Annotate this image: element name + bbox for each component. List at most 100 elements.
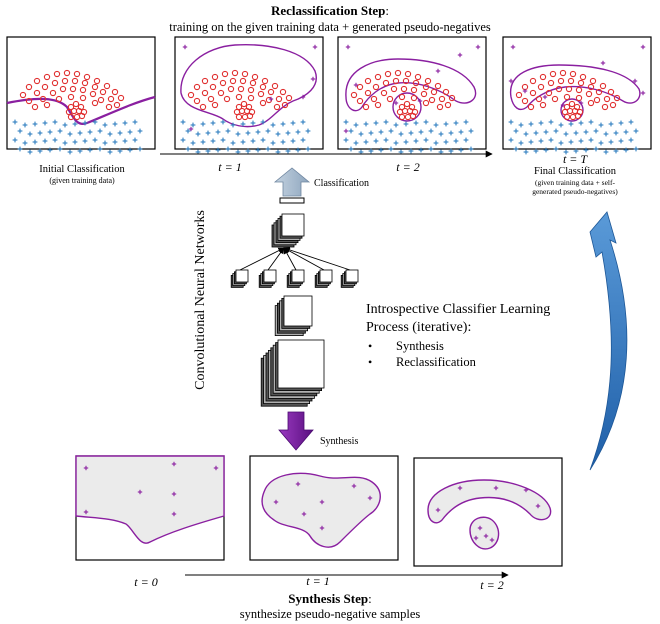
- positive-sample: [193, 97, 201, 105]
- positive-sample: [217, 89, 225, 97]
- negative-sample: [533, 130, 539, 136]
- positive-sample: [239, 77, 247, 85]
- negative-sample: [122, 120, 128, 126]
- decision-boundary: [180, 44, 317, 128]
- negative-sample: [368, 130, 374, 136]
- negative-sample: [518, 140, 524, 146]
- positive-sample: [569, 70, 577, 78]
- positive-sample: [442, 88, 450, 96]
- positive-sample: [563, 113, 571, 121]
- negative-sample: [127, 147, 133, 153]
- negative-sample: [225, 128, 231, 134]
- positive-sample: [587, 99, 595, 107]
- positive-sample: [392, 77, 400, 85]
- negative-sample: [623, 129, 629, 135]
- negative-sample: [32, 139, 38, 145]
- pseudo-negative-sample: [345, 44, 351, 50]
- positive-sample: [279, 88, 287, 96]
- pseudo-negative-sample: [268, 96, 274, 102]
- negative-sample: [618, 120, 624, 126]
- negative-sample: [280, 121, 286, 127]
- negative-sample: [593, 128, 599, 134]
- positive-sample: [529, 89, 537, 97]
- decision-boundary: [560, 98, 584, 122]
- negative-sample: [623, 147, 629, 153]
- synthesis-panels: [75, 455, 563, 567]
- positive-sample: [436, 103, 444, 111]
- positive-sample: [78, 112, 86, 120]
- cnn-small-stack-1: [258, 269, 277, 288]
- negative-sample: [67, 131, 73, 137]
- positive-sample: [404, 70, 412, 78]
- negative-sample: [528, 121, 534, 127]
- reclass-panel-2: [337, 36, 487, 155]
- reclassification-subtitle: training on the given training data + ge…: [169, 20, 491, 34]
- positive-sample: [609, 101, 617, 109]
- negative-sample: [240, 139, 246, 145]
- positive-sample: [73, 70, 81, 78]
- cnn-small-stack-4: [340, 269, 359, 288]
- pseudo-negative-sample: [213, 465, 219, 471]
- pseudo-negative-sample: [483, 533, 489, 539]
- negative-sample: [235, 131, 241, 137]
- negative-sample: [275, 131, 281, 137]
- positive-sample: [43, 101, 51, 109]
- negative-sample: [448, 130, 454, 136]
- negative-sample: [290, 138, 296, 144]
- pseudo-negative-sample: [473, 535, 479, 541]
- negative-sample: [57, 128, 63, 134]
- positive-sample: [380, 89, 388, 97]
- positive-sample: [211, 73, 219, 81]
- positive-sample: [579, 73, 587, 81]
- final-classification-subcaption-2: generated pseudo-negatives): [532, 187, 618, 196]
- positive-sample: [209, 83, 217, 91]
- positive-sample: [67, 93, 75, 101]
- negative-sample: [255, 129, 261, 135]
- negative-sample: [558, 140, 564, 146]
- positive-sample: [49, 89, 57, 97]
- positive-sample: [350, 91, 358, 99]
- positive-sample: [67, 113, 75, 121]
- pseudo-negative-sample: [83, 509, 89, 515]
- cnn-small-stack-0: [230, 269, 249, 288]
- positive-sample: [19, 91, 27, 99]
- positive-sample: [251, 73, 259, 81]
- negative-sample: [117, 130, 123, 136]
- pseudo-negative-region: [427, 479, 552, 524]
- pseudo-negative-sample: [188, 126, 194, 132]
- positive-sample: [51, 79, 59, 87]
- reclassification-panels: [6, 36, 652, 155]
- negative-sample: [82, 138, 88, 144]
- negative-sample: [523, 149, 529, 155]
- negative-sample: [22, 140, 28, 146]
- pseudo-negative-sample: [137, 489, 143, 495]
- positive-sample: [374, 101, 382, 109]
- negative-sample: [513, 128, 519, 134]
- positive-sample: [261, 77, 269, 85]
- negative-sample: [215, 147, 221, 153]
- negative-sample: [573, 148, 579, 154]
- negative-sample: [388, 128, 394, 134]
- negative-sample: [523, 131, 529, 137]
- negative-sample: [305, 128, 311, 134]
- cnn-input-stack: [260, 339, 325, 407]
- negative-sample: [428, 146, 434, 152]
- classification-arrow: [273, 167, 311, 197]
- negative-sample: [17, 128, 23, 134]
- positive-sample: [362, 103, 370, 111]
- positive-sample: [267, 88, 275, 96]
- negative-sample: [408, 130, 414, 136]
- negative-sample: [598, 140, 604, 146]
- positive-sample: [386, 95, 394, 103]
- positive-sample: [201, 77, 209, 85]
- negative-sample: [353, 140, 359, 146]
- pseudo-negative-sample: [300, 94, 306, 100]
- negative-sample: [358, 131, 364, 137]
- pseudo-negative-sample: [508, 78, 514, 84]
- positive-sample: [515, 91, 523, 99]
- negative-sample: [205, 148, 211, 154]
- negative-sample: [112, 139, 118, 145]
- output-bar: [279, 197, 305, 204]
- bullet-1-dot: •: [368, 339, 372, 353]
- positive-sample: [25, 97, 33, 105]
